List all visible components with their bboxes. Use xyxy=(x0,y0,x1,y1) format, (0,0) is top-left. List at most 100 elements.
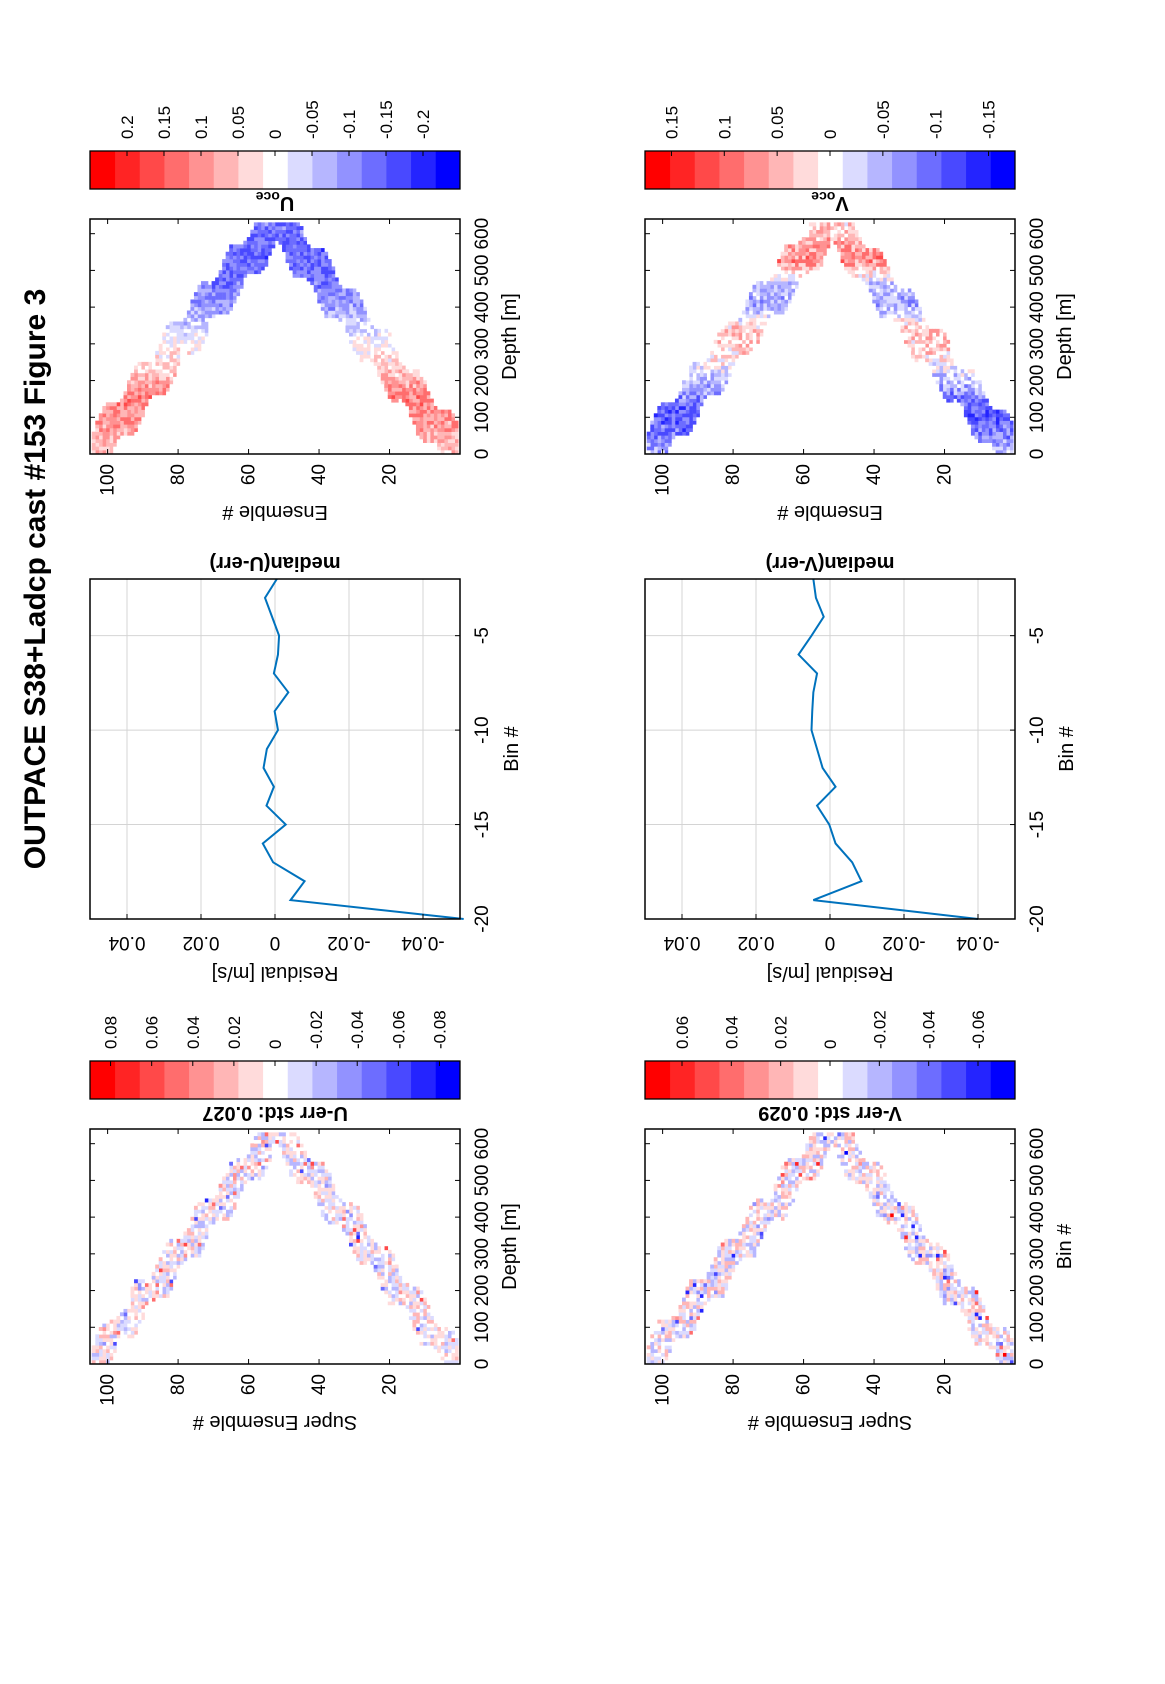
v_err-cell xyxy=(724,1250,728,1254)
u_err-cell xyxy=(113,1320,117,1324)
u_oce-cell xyxy=(451,413,455,417)
u_err-cell xyxy=(127,1301,131,1305)
v_oce-cell xyxy=(911,314,915,318)
u_err-cell xyxy=(134,1331,138,1335)
u_err-cell xyxy=(257,1162,261,1166)
u_oce-cell xyxy=(127,384,131,388)
u_err-cell xyxy=(254,1158,258,1162)
v_err-cell xyxy=(791,1176,795,1180)
u_err-cell xyxy=(99,1345,103,1349)
v_oce-cell xyxy=(904,322,908,326)
u_oce-cell xyxy=(247,270,251,274)
v_oce-cell xyxy=(756,307,760,311)
u_oce-cell xyxy=(293,237,297,241)
v_oce-cell xyxy=(791,255,795,259)
v_oce-cell xyxy=(809,266,813,270)
u_oce-cell xyxy=(99,439,103,443)
v_err-cell xyxy=(837,1140,841,1144)
u_err-cell xyxy=(289,1165,293,1169)
u_err-cell xyxy=(321,1195,325,1199)
v_oce-cell xyxy=(826,230,830,234)
u_oce-cell xyxy=(374,329,378,333)
v_oce-cell xyxy=(915,333,919,337)
u_err-cell xyxy=(194,1206,198,1210)
u_err-cell xyxy=(391,1268,395,1272)
v_err-cell xyxy=(686,1309,690,1313)
v_err-cell xyxy=(985,1342,989,1346)
v_oce-cell xyxy=(802,263,806,267)
v_oce-cell xyxy=(756,311,760,315)
v_oce-cell xyxy=(781,274,785,278)
u_err-cell xyxy=(222,1191,226,1195)
v_err-cell xyxy=(915,1250,919,1254)
v_oce-cell xyxy=(932,347,936,351)
v_oce-cell xyxy=(872,299,876,303)
u_oce-cell xyxy=(434,435,438,439)
u_oce-cell xyxy=(116,413,120,417)
u_err-cell xyxy=(215,1198,219,1202)
u_oce-cell xyxy=(106,417,110,421)
v_err-colorbar-tick-label: 0.06 xyxy=(673,1016,692,1049)
u_oce-cell xyxy=(360,336,364,340)
u_oce-cell xyxy=(338,292,342,296)
v_oce-cell xyxy=(774,288,778,292)
v_oce-cell xyxy=(834,233,838,237)
v_oce-cell xyxy=(671,410,675,414)
v_oce-cell xyxy=(760,281,764,285)
v_err-cell xyxy=(805,1147,809,1151)
v_oce-cell xyxy=(795,281,799,285)
v_oce-cell xyxy=(784,281,788,285)
v_oce-cell xyxy=(844,241,848,245)
v_oce-cell xyxy=(943,369,947,373)
u_err-cell xyxy=(261,1132,265,1136)
v_oce-cell xyxy=(982,417,986,421)
v_oce-cell xyxy=(915,299,919,303)
u_err-cell xyxy=(437,1349,441,1353)
v_err-cell xyxy=(724,1268,728,1272)
u_oce-colorbar-swatch xyxy=(361,151,386,189)
u_oce-cell xyxy=(395,358,399,362)
v_oce-cell xyxy=(682,410,686,414)
u_oce-cell xyxy=(324,303,328,307)
v_err-cell xyxy=(932,1257,936,1261)
v_err-cell xyxy=(855,1151,859,1155)
v_err-cell xyxy=(696,1316,700,1320)
u_err-cell xyxy=(194,1228,198,1232)
u_err-cell xyxy=(102,1334,106,1338)
u_oce-cell xyxy=(236,252,240,256)
u_err-cell xyxy=(236,1169,240,1173)
v_err-ytick-label: 600 xyxy=(1027,1128,1048,1160)
v_err-cell xyxy=(869,1165,873,1169)
v_err-cell xyxy=(760,1213,764,1217)
v_err-cell xyxy=(883,1206,887,1210)
u_oce-colorbar-tick-label: 0.05 xyxy=(229,106,248,139)
u_err-title: U-err std: 0.027 xyxy=(202,1102,348,1124)
v_oce-cell xyxy=(876,266,880,270)
v_oce-cell xyxy=(837,233,841,237)
v_err-cell xyxy=(826,1143,830,1147)
u_oce-cell xyxy=(409,388,413,392)
u_oce-cell xyxy=(166,388,170,392)
v_oce-cell xyxy=(971,377,975,381)
u_err-cell xyxy=(451,1342,455,1346)
u_oce-cell xyxy=(409,406,413,410)
u_oce-cell xyxy=(229,277,233,281)
u_oce-cell xyxy=(317,292,321,296)
u_err-cell xyxy=(159,1257,163,1261)
u_err-cell xyxy=(264,1151,268,1155)
u_err-cell xyxy=(384,1261,388,1265)
v_err-cell xyxy=(989,1334,993,1338)
u_oce-cell xyxy=(113,421,117,425)
u_oce-cell xyxy=(324,263,328,267)
v_oce-cell xyxy=(862,277,866,281)
v_err-cell xyxy=(749,1246,753,1250)
v_err-cell xyxy=(862,1169,866,1173)
v_err-cell xyxy=(657,1345,661,1349)
u_err-cell xyxy=(208,1217,212,1221)
u_err-cell xyxy=(268,1147,272,1151)
v_err-xtick-label: 60 xyxy=(794,1374,815,1395)
u_oce-cell xyxy=(268,244,272,248)
v_err-cell xyxy=(837,1147,841,1151)
v_oce-cell xyxy=(816,226,820,230)
